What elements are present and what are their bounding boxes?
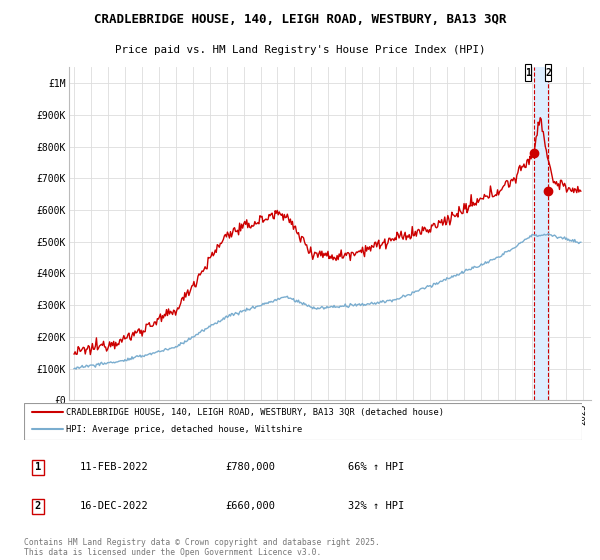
Text: £660,000: £660,000 xyxy=(225,501,275,511)
Text: 66% ↑ HPI: 66% ↑ HPI xyxy=(347,462,404,472)
Text: 2: 2 xyxy=(35,501,41,511)
Bar xyxy=(534,67,548,400)
Text: £780,000: £780,000 xyxy=(225,462,275,472)
Text: 16-DEC-2022: 16-DEC-2022 xyxy=(80,501,149,511)
Text: 11-FEB-2022: 11-FEB-2022 xyxy=(80,462,149,472)
Text: 2: 2 xyxy=(545,68,551,78)
Text: 32% ↑ HPI: 32% ↑ HPI xyxy=(347,501,404,511)
Text: 1: 1 xyxy=(525,68,531,78)
Text: Contains HM Land Registry data © Crown copyright and database right 2025.
This d: Contains HM Land Registry data © Crown c… xyxy=(24,538,380,557)
FancyBboxPatch shape xyxy=(525,64,531,82)
Text: Price paid vs. HM Land Registry's House Price Index (HPI): Price paid vs. HM Land Registry's House … xyxy=(115,45,485,55)
Text: HPI: Average price, detached house, Wiltshire: HPI: Average price, detached house, Wilt… xyxy=(66,425,302,434)
FancyBboxPatch shape xyxy=(24,403,582,440)
FancyBboxPatch shape xyxy=(545,64,551,82)
Text: CRADLEBRIDGE HOUSE, 140, LEIGH ROAD, WESTBURY, BA13 3QR: CRADLEBRIDGE HOUSE, 140, LEIGH ROAD, WES… xyxy=(94,13,506,26)
Text: CRADLEBRIDGE HOUSE, 140, LEIGH ROAD, WESTBURY, BA13 3QR (detached house): CRADLEBRIDGE HOUSE, 140, LEIGH ROAD, WES… xyxy=(66,408,444,417)
Text: 1: 1 xyxy=(35,462,41,472)
